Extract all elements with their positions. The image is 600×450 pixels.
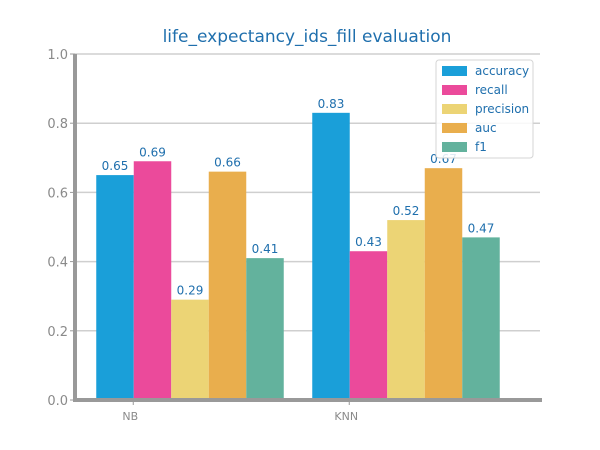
bar-accuracy-NB <box>96 175 134 400</box>
bar-recall-NB <box>133 161 172 400</box>
legend-label-accuracy: accuracy <box>475 64 529 78</box>
bar-f1-KNN <box>462 237 500 400</box>
y-tick-label: 1.0 <box>47 48 68 63</box>
bar-f1-NB <box>246 258 284 400</box>
legend-label-f1: f1 <box>475 140 487 154</box>
chart-title: life_expectancy_ids_fill evaluation <box>163 27 452 47</box>
bars-group <box>96 112 500 400</box>
legend-label-auc: auc <box>475 121 497 135</box>
legend-label-recall: recall <box>475 83 508 97</box>
x-tick-label: NB <box>122 410 138 423</box>
legend-label-precision: precision <box>475 102 529 116</box>
legend-box <box>435 59 534 159</box>
value-label: 0.66 <box>214 156 241 170</box>
legend-swatch-accuracy <box>442 66 467 76</box>
value-labels: 0.650.690.290.660.410.830.430.520.670.47 <box>102 97 495 298</box>
bar-auc-KNN <box>424 168 463 400</box>
y-tick-label: 0.8 <box>47 117 68 132</box>
x-axis-ticks: NB KNN <box>122 400 358 423</box>
value-label: 0.65 <box>102 159 129 173</box>
legend-swatch-recall <box>442 85 467 95</box>
value-label: 0.52 <box>393 204 420 218</box>
y-axis-ticks: 0.0 0.2 0.4 0.6 0.8 1.0 <box>47 48 75 409</box>
bar-precision-KNN <box>387 220 425 400</box>
value-label: 0.69 <box>139 145 166 159</box>
y-tick-label: 0.2 <box>47 325 68 340</box>
value-label: 0.41 <box>252 242 279 256</box>
legend: accuracy recall precision auc f1 <box>435 59 534 159</box>
legend-swatch-precision <box>442 104 467 114</box>
y-tick-label: 0.4 <box>47 256 68 271</box>
value-label: 0.47 <box>468 221 495 235</box>
axes <box>73 54 542 402</box>
legend-swatch-f1 <box>442 142 467 152</box>
bar-precision-NB <box>171 299 209 400</box>
value-label: 0.83 <box>318 97 345 111</box>
legend-swatch-auc <box>442 123 467 133</box>
bar-recall-KNN <box>349 251 388 400</box>
value-label: 0.43 <box>355 235 382 249</box>
y-tick-label: 0.6 <box>47 186 68 201</box>
bar-auc-NB <box>208 171 247 400</box>
x-tick-label: KNN <box>334 410 358 423</box>
bar-accuracy-KNN <box>312 112 350 400</box>
value-label: 0.29 <box>177 284 204 298</box>
y-tick-label: 0.0 <box>47 394 68 409</box>
